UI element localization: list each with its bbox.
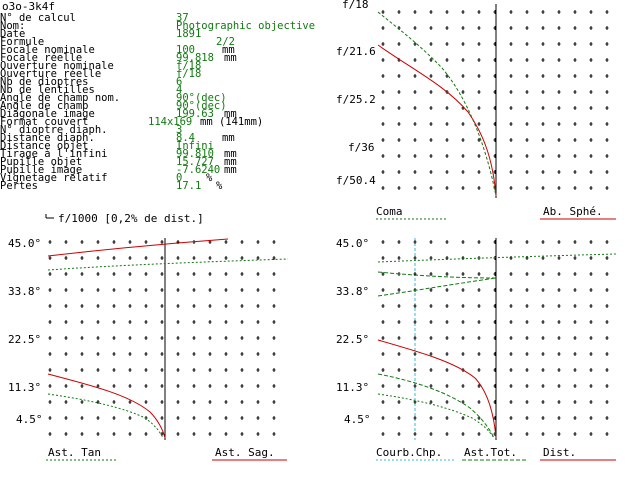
param-label: Distance objet bbox=[0, 140, 89, 152]
param-value: Infini bbox=[176, 140, 214, 152]
param-value: 199.63 bbox=[176, 108, 214, 120]
param-unit: mm bbox=[222, 132, 235, 144]
ast-ylabel-2: 22.5° bbox=[8, 333, 41, 346]
param-value: 100 bbox=[176, 44, 195, 56]
window-title: o3o-3k4f bbox=[2, 0, 55, 13]
param-label: Focale nominale bbox=[0, 44, 95, 56]
param-label: Angle de champ bbox=[0, 100, 89, 112]
param-unit: mm bbox=[222, 44, 235, 56]
sph-ylabel-4: f/50.4 bbox=[336, 174, 376, 187]
param-label: N° dioptre diaph. bbox=[0, 124, 108, 136]
ast-legend-tan: Ast. Tan bbox=[48, 446, 101, 459]
param-label: Focale réelle bbox=[0, 52, 83, 64]
field-grid bbox=[381, 240, 609, 436]
field-curve-green-mid1 bbox=[377, 271, 497, 279]
ast-ylabel-0: 45.0° bbox=[8, 237, 41, 250]
field-ylabel-1: 33.8° bbox=[336, 285, 369, 298]
field-curvature-chart: 45.0° 33.8° 22.5° 11.3° 4.5° Courb.Chp. … bbox=[336, 237, 617, 461]
param-value: 90°(dec) bbox=[176, 92, 227, 104]
param-label: Nom: bbox=[0, 20, 26, 32]
param-unit: mm bbox=[224, 148, 237, 160]
param-label: Format couvert bbox=[0, 116, 89, 128]
param-value: 6 bbox=[176, 76, 183, 88]
param-label: Ouverture réelle bbox=[0, 68, 102, 80]
ast-grid bbox=[48, 240, 276, 436]
param-value: 2/2 bbox=[216, 36, 235, 48]
param-value: 99.810 bbox=[176, 148, 214, 160]
param-unit: mm bbox=[224, 164, 237, 176]
sph-grid bbox=[381, 10, 609, 190]
field-ylabel-3: 11.3° bbox=[336, 381, 369, 394]
ast-header-text: f/1000 [0,2% de dist.] bbox=[58, 212, 204, 225]
param-value: 15.727 bbox=[176, 156, 214, 168]
param-label: Nb de dioptres bbox=[0, 76, 89, 88]
param-value: 99.818 bbox=[176, 52, 214, 64]
field-curve-green-bottom bbox=[377, 373, 495, 439]
param-value: 4 bbox=[176, 84, 183, 96]
param-label: Angle de champ nom. bbox=[0, 92, 121, 104]
sph-ylabel-2: f/25.2 bbox=[336, 93, 376, 106]
ast-curve-green-top bbox=[47, 258, 289, 271]
param-value: f/18 bbox=[176, 68, 202, 80]
param-unit: mm bbox=[224, 156, 237, 168]
astigmatism-chart: f/1000 [0,2% de dist.] 45.0° 33.8° 22.5°… bbox=[8, 212, 289, 461]
param-unit: % bbox=[216, 180, 223, 192]
param-value: 8.4 bbox=[176, 132, 195, 144]
field-curve-green-bottom2 bbox=[377, 393, 495, 439]
ast-legend-sag: Ast. Sag. bbox=[215, 446, 275, 459]
param-value: Photographic objective bbox=[176, 20, 316, 32]
param-value: f/18 bbox=[176, 60, 202, 72]
sph-legend-abspheric: Ab. Sphé. bbox=[543, 205, 603, 218]
param-value: 1891 bbox=[176, 28, 202, 40]
param-label: Pupille objet bbox=[0, 156, 83, 168]
param-value: 17.1 bbox=[176, 180, 202, 192]
sph-ylabel-3: f/36 bbox=[348, 141, 375, 154]
param-label: Date bbox=[0, 28, 26, 40]
param-value: 3 bbox=[176, 124, 183, 136]
param-label: Tirage à l'infini bbox=[0, 148, 108, 160]
field-curve-green-mid2 bbox=[377, 277, 497, 297]
param-label: Diagonale image bbox=[0, 108, 95, 120]
param-label: Distance diaph. bbox=[0, 132, 95, 144]
field-legend-courb: Courb.Chp. bbox=[376, 446, 442, 459]
param-label: Vignetage relatif bbox=[0, 172, 108, 184]
ast-curve-red-top bbox=[47, 238, 229, 257]
param-unit: % bbox=[206, 172, 213, 184]
param-label: Formule bbox=[0, 36, 45, 48]
field-legend-dist: Dist. bbox=[543, 446, 576, 459]
param-label: Pupille image bbox=[0, 164, 83, 176]
ast-ylabel-4: 4.5° bbox=[16, 413, 43, 426]
field-curve-green-top bbox=[377, 253, 617, 263]
param-unit: mm bbox=[224, 52, 237, 64]
param-value: -7.6240 bbox=[176, 164, 221, 176]
field-ylabel-0: 45.0° bbox=[336, 237, 369, 250]
param-label: Ouverture nominale bbox=[0, 60, 114, 72]
ast-ylabel-3: 11.3° bbox=[8, 381, 41, 394]
ast-curve-red-bottom bbox=[47, 373, 166, 439]
field-ylabel-4: 4.5° bbox=[344, 413, 371, 426]
param-unit: mm bbox=[224, 108, 237, 120]
param-value: 114x169 bbox=[148, 116, 193, 128]
param-value: 0 bbox=[176, 172, 183, 184]
param-label: N° de calcul bbox=[0, 12, 76, 24]
spherical-aberration-chart: f/18 f/21.6 f/25.2 f/36 f/50.4 Coma Ab. … bbox=[336, 0, 616, 220]
sph-ylabel-0: f/18 bbox=[342, 0, 369, 11]
field-ylabel-2: 22.5° bbox=[336, 333, 369, 346]
param-label: Nb de lentilles bbox=[0, 84, 95, 96]
ast-curve-green-bottom bbox=[47, 393, 164, 439]
sph-legend-coma: Coma bbox=[376, 205, 403, 218]
param-value: 37 bbox=[176, 12, 189, 24]
param-label: Pertes bbox=[0, 180, 38, 192]
field-legend-asttot: Ast.Tot. bbox=[464, 446, 517, 459]
param-unit: mm (141mm) bbox=[200, 116, 264, 128]
sph-ylabel-1: f/21.6 bbox=[336, 45, 376, 58]
field-curve-red bbox=[377, 339, 497, 439]
sph-curve-red bbox=[377, 44, 497, 197]
ast-ylabel-1: 33.8° bbox=[8, 285, 41, 298]
param-value: 90°(dec) bbox=[176, 100, 227, 112]
sph-curve-green bbox=[377, 11, 497, 197]
